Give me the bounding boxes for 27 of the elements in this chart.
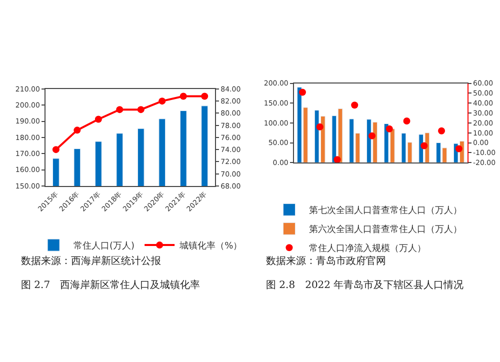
point — [116, 106, 124, 114]
legend-label: 第六次全国人口普查常住人口（万人） — [309, 224, 462, 236]
point — [368, 132, 376, 140]
legend-label: 常住人口净流入规模（万人） — [309, 243, 426, 254]
legend-label: 城镇化率（%） — [178, 240, 242, 252]
point — [420, 142, 428, 150]
point — [52, 146, 60, 154]
point — [438, 127, 446, 134]
point — [298, 88, 306, 96]
point — [334, 156, 341, 163]
point — [201, 92, 208, 100]
point — [455, 145, 462, 152]
point — [403, 117, 410, 124]
point — [180, 92, 187, 100]
point — [158, 98, 166, 105]
point — [137, 106, 144, 114]
source-note: 数据来源：西海岸新区统计公报 — [21, 255, 161, 267]
legend-label: 第七次全国人口普查常住人口（万人） — [309, 205, 462, 216]
point — [351, 102, 358, 109]
point — [316, 123, 324, 130]
point — [386, 125, 393, 132]
caption: 图 2.8 2022 年青岛市及下辖区县人口情况 — [266, 279, 464, 291]
legend-label: 常住人口(万人) — [74, 240, 135, 252]
point — [94, 116, 102, 123]
source-note: 数据来源：青岛市政府官网 — [266, 255, 386, 267]
caption: 图 2.7 西海岸新区常住人口及城镇化率 — [21, 279, 200, 291]
point — [74, 126, 81, 134]
